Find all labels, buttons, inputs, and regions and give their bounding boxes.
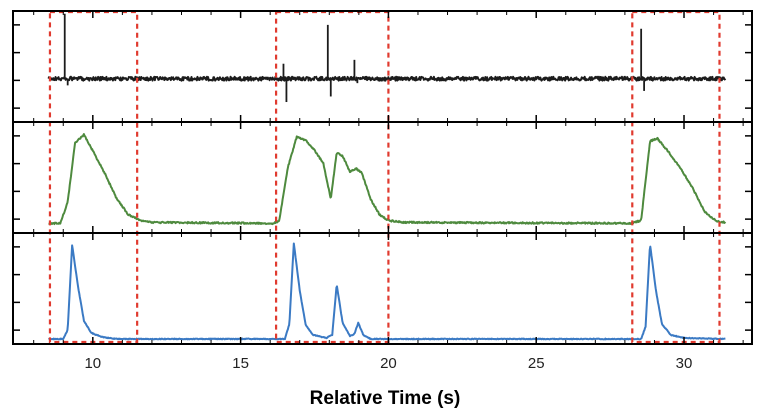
x-tick-label: 15 bbox=[232, 355, 249, 372]
highlight-window-3 bbox=[631, 10, 721, 344]
series-line-1 bbox=[47, 75, 727, 82]
x-tick-label: 25 bbox=[528, 355, 545, 372]
x-tick-labels: 10 15 20 25 30 bbox=[84, 355, 692, 372]
series-line-2 bbox=[48, 133, 727, 226]
x-axis-title: Relative Time (s) bbox=[310, 388, 461, 409]
x-tick-label: 20 bbox=[380, 355, 397, 372]
highlight-window-1 bbox=[48, 10, 139, 344]
highlight-windows bbox=[48, 10, 721, 344]
panel-frame-3 bbox=[12, 232, 753, 345]
highlight-window-2 bbox=[274, 10, 390, 344]
series-line-3 bbox=[48, 242, 726, 341]
x-tick-label: 10 bbox=[84, 355, 101, 372]
panels-layer bbox=[47, 13, 727, 341]
x-tick-label: 30 bbox=[676, 355, 693, 372]
plot-frame bbox=[12, 10, 753, 345]
